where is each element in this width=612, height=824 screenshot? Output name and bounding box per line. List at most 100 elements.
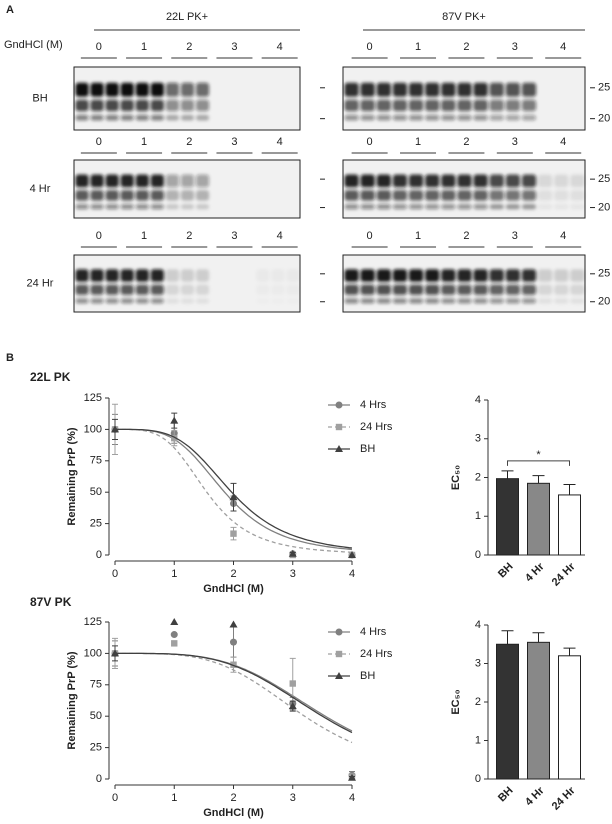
- y-tick-label: 0: [96, 773, 102, 785]
- concentration: 4: [560, 136, 566, 148]
- band: [75, 99, 89, 112]
- concentration: 3: [231, 136, 237, 148]
- band: [105, 298, 119, 304]
- concentration: 1: [415, 230, 421, 242]
- band: [457, 99, 472, 112]
- band: [392, 298, 408, 304]
- band: [441, 269, 456, 282]
- point: [171, 640, 178, 647]
- band: [376, 82, 391, 97]
- x-tick-label: 4: [349, 568, 355, 580]
- x-tick-label: 24 Hr: [550, 784, 578, 812]
- band: [344, 114, 359, 121]
- x-tick-label: 0: [112, 568, 118, 580]
- band: [360, 99, 375, 112]
- band: [75, 204, 89, 210]
- band: [554, 269, 569, 282]
- legend-marker: [335, 672, 343, 679]
- band: [180, 284, 195, 295]
- band: [409, 204, 424, 210]
- band: [489, 174, 504, 188]
- concentration: 4: [277, 41, 283, 53]
- band: [344, 190, 359, 201]
- x-tick-label: BH: [496, 785, 516, 805]
- band: [271, 285, 284, 295]
- band: [165, 204, 179, 210]
- band: [376, 114, 391, 121]
- point: [111, 649, 119, 657]
- y-tick-label: 50: [90, 710, 102, 722]
- band: [90, 174, 104, 188]
- band: [376, 269, 391, 282]
- x-tick-label: 3: [290, 568, 296, 580]
- band: [120, 174, 134, 188]
- significance-label: *: [536, 449, 541, 461]
- band: [196, 204, 210, 210]
- blot: [342, 66, 586, 131]
- band: [196, 298, 210, 304]
- band: [180, 269, 195, 282]
- band: [286, 298, 299, 303]
- concentration: 3: [512, 136, 518, 148]
- band: [473, 284, 488, 295]
- band: [425, 114, 440, 121]
- band: [409, 284, 424, 295]
- y-tick-label: 100: [84, 423, 102, 435]
- y-tick-label: 0: [96, 549, 102, 561]
- band: [473, 114, 488, 121]
- x-tick-label: 4 Hr: [523, 560, 547, 584]
- band: [180, 99, 195, 112]
- band: [505, 114, 520, 121]
- band: [489, 204, 504, 210]
- bar: [558, 655, 581, 780]
- x-tick-label: 4: [349, 792, 355, 804]
- band: [489, 99, 504, 112]
- legend-marker: [335, 401, 343, 409]
- y-tick-label: 3: [475, 433, 481, 445]
- band: [521, 190, 537, 201]
- band: [554, 298, 569, 304]
- band: [360, 204, 375, 210]
- band: [165, 114, 179, 121]
- band: [180, 298, 195, 304]
- y-axis-label: Remaining PrP (%): [66, 427, 78, 526]
- marker-label: 25: [598, 82, 610, 94]
- band: [90, 99, 104, 112]
- legend-label: BH: [360, 443, 375, 455]
- band: [256, 298, 269, 303]
- concentration: 4: [277, 136, 283, 148]
- band: [75, 82, 89, 97]
- band: [165, 99, 179, 112]
- band: [457, 269, 472, 282]
- bar: [558, 494, 581, 556]
- chart-title: 22L PK: [30, 370, 71, 384]
- band: [505, 99, 520, 112]
- concentration: 2: [186, 41, 192, 53]
- band: [409, 174, 424, 188]
- band: [180, 190, 195, 201]
- band: [150, 269, 164, 282]
- band: [441, 190, 456, 201]
- band: [165, 190, 179, 201]
- concentration: 0: [367, 230, 373, 242]
- legend-label: 4 Hrs: [360, 399, 387, 411]
- band: [150, 82, 164, 97]
- concentration: 2: [186, 136, 192, 148]
- band: [538, 269, 553, 282]
- concentration: 3: [512, 41, 518, 53]
- band: [75, 269, 89, 282]
- concentration: 0: [367, 41, 373, 53]
- legend-marker: [335, 628, 343, 636]
- point: [170, 618, 179, 625]
- band: [150, 284, 164, 295]
- band: [505, 298, 520, 304]
- band: [256, 269, 269, 282]
- band: [473, 298, 488, 304]
- y-axis-label: EC₅₀: [450, 689, 462, 714]
- band: [392, 114, 408, 121]
- concentration: 4: [277, 230, 283, 242]
- band: [90, 284, 104, 295]
- band: [392, 174, 408, 188]
- concentration: 0: [96, 230, 102, 242]
- band: [473, 204, 488, 210]
